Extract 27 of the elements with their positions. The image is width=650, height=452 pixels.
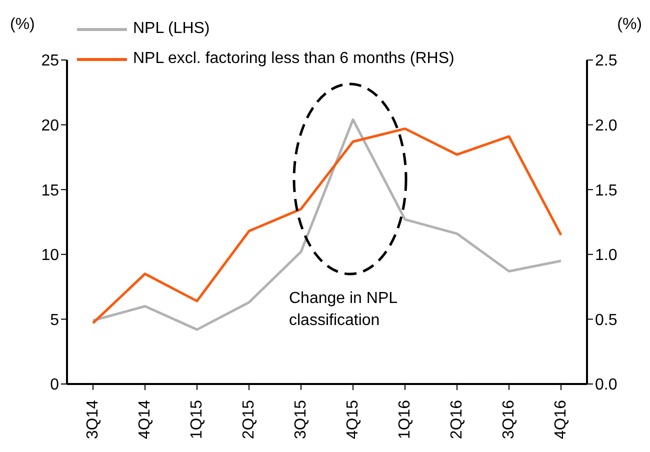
legend-label: NPL (LHS): [133, 19, 210, 39]
x-tick-label: 3Q14: [84, 400, 102, 440]
y2-tick-label: 0.5: [595, 312, 618, 329]
y-tick-label: 25: [41, 52, 60, 70]
y-tick-label: 15: [41, 182, 60, 200]
y2-tick-label: 1.5: [595, 182, 618, 200]
x-tick-label: 4Q16: [552, 400, 570, 440]
y2-axis-title: (%): [617, 16, 642, 34]
y-tick-label: 10: [41, 247, 60, 264]
y2-tick-label: 0.0: [595, 376, 618, 394]
x-tick-label: 2Q15: [240, 400, 258, 440]
y-tick-label: 0: [50, 376, 60, 394]
x-tick-label: 1Q16: [396, 400, 414, 440]
y2-tick-label: 2.0: [595, 117, 618, 134]
x-tick-label: 4Q14: [136, 400, 154, 440]
y-tick-label: 5: [50, 312, 60, 329]
y-axis-title: (%): [10, 16, 35, 34]
x-tick-label: 3Q16: [500, 400, 518, 440]
annotation: Change in NPL classification: [289, 289, 398, 331]
y2-tick-label: 2.5: [595, 52, 618, 70]
x-tick-label: 1Q15: [188, 400, 206, 440]
y-tick-label: 20: [41, 117, 60, 134]
y2-tick-label: 1.0: [595, 247, 618, 264]
x-tick-label: 4Q15: [344, 400, 362, 440]
x-tick-label: 3Q15: [292, 400, 310, 440]
x-tick-label: 2Q16: [448, 400, 466, 440]
legend-label: NPL excl. factoring less than 6 months (RHS): [133, 49, 454, 69]
